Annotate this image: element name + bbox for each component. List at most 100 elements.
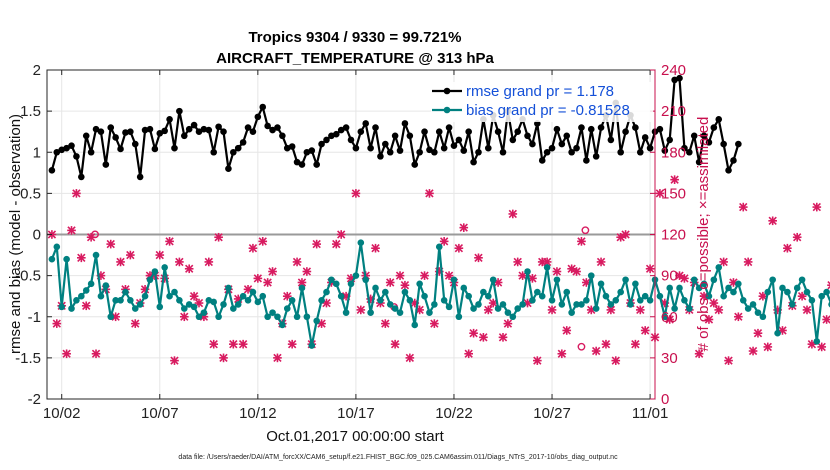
series-point-0 xyxy=(470,158,477,166)
series-point-1 xyxy=(185,301,193,308)
series-point-0 xyxy=(705,139,713,146)
obs-assimilated-marker xyxy=(817,342,827,352)
series-point-1 xyxy=(156,303,164,311)
obs-assimilated-marker xyxy=(425,189,434,198)
obs-assimilated-marker xyxy=(601,339,611,349)
series-point-0 xyxy=(695,158,703,166)
x-tick-label: 11/01 xyxy=(632,405,668,422)
series-point-0 xyxy=(543,148,551,156)
series-point-1 xyxy=(686,305,693,312)
legend-label: rmse grand pr = 1.178 xyxy=(466,83,614,100)
series-point-0 xyxy=(440,144,448,152)
series-point-0 xyxy=(406,132,414,140)
series-point-1 xyxy=(362,276,370,284)
series-point-0 xyxy=(690,132,698,140)
series-point-0 xyxy=(347,136,355,144)
obs-assimilated-marker xyxy=(763,342,773,352)
x-tick-labels: 10/02 10/07 10/12 10/17 10/22 10/27 11/01 xyxy=(43,405,668,422)
series-point-1 xyxy=(141,292,149,300)
series-point-1 xyxy=(529,297,536,304)
series-point-1 xyxy=(58,303,66,311)
obs-assimilated-marker xyxy=(165,237,174,246)
y2-tick-label: 90 xyxy=(661,268,678,285)
obs-assimilated-marker xyxy=(596,257,606,267)
series-point-1 xyxy=(117,297,124,304)
series-point-0 xyxy=(686,148,693,156)
series-point-0 xyxy=(411,161,419,168)
series-point-1 xyxy=(519,301,526,308)
series-point-1 xyxy=(602,292,610,300)
series-point-1 xyxy=(107,313,115,321)
series-point-1 xyxy=(347,280,355,288)
series-point-0 xyxy=(249,128,257,135)
obs-assimilated-marker xyxy=(518,271,527,280)
series-point-1 xyxy=(793,284,801,292)
obs-assimilated-marker xyxy=(356,305,366,315)
series-point-1 xyxy=(720,292,727,300)
series-point-1 xyxy=(612,297,620,304)
obs-assimilated-marker xyxy=(170,356,179,365)
series-point-0 xyxy=(568,148,575,156)
series-point-1 xyxy=(641,292,649,300)
marker-stroke xyxy=(827,285,830,290)
series-point-0 xyxy=(666,136,674,144)
obs-assimilated-marker xyxy=(219,353,228,363)
series-point-0 xyxy=(661,147,669,154)
y2-tick-label: 240 xyxy=(661,62,686,79)
obs-assimilated-marker xyxy=(116,257,125,267)
obs-assimilated-marker xyxy=(469,328,478,338)
series-point-0 xyxy=(200,125,208,133)
series-point-1 xyxy=(254,298,262,306)
series-point-1 xyxy=(239,292,247,300)
series-point-1 xyxy=(504,309,512,316)
series-point-1 xyxy=(705,292,713,300)
obs-assimilated-marker xyxy=(709,298,719,308)
legend-marker xyxy=(443,106,451,114)
series-point-0 xyxy=(553,125,561,133)
series-point-1 xyxy=(215,313,222,321)
series-point-0 xyxy=(720,140,727,148)
series-point-1 xyxy=(127,297,134,304)
series-point-0 xyxy=(700,132,708,140)
series-point-0 xyxy=(180,132,188,140)
series-point-0 xyxy=(156,130,164,137)
series-point-0 xyxy=(107,124,115,131)
obs-assimilated-marker xyxy=(635,305,645,315)
series-point-1 xyxy=(749,301,757,308)
series-point-0 xyxy=(151,145,159,153)
series-point-0 xyxy=(215,123,222,131)
obs-assimilated-marker xyxy=(214,232,223,242)
series-point-0 xyxy=(386,148,394,156)
series-point-0 xyxy=(131,140,139,148)
obs-assimilated-marker xyxy=(748,346,758,356)
series-point-1 xyxy=(82,287,90,294)
series-point-0 xyxy=(176,107,183,115)
obs-assimilated-marker xyxy=(184,264,194,274)
obs-assimilated-marker xyxy=(312,239,321,249)
series-point-1 xyxy=(225,284,232,292)
series-point-0 xyxy=(53,148,61,156)
obs-assimilated-marker xyxy=(189,291,199,301)
series-point-0 xyxy=(225,165,232,172)
series-point-1 xyxy=(391,305,399,312)
series-point-1 xyxy=(632,280,639,288)
series-point-1 xyxy=(450,276,458,284)
series-point-0 xyxy=(730,157,737,164)
series-point-0 xyxy=(578,124,585,131)
chart-title: Tropics 9304 / 9330 = 99.721% xyxy=(248,29,461,46)
series-point-0 xyxy=(592,153,600,160)
series-point-1 xyxy=(465,292,472,300)
series-point-1 xyxy=(318,297,325,304)
series-point-0 xyxy=(48,167,56,174)
y-tick-label: -1 xyxy=(28,309,41,326)
obs-assimilated-marker xyxy=(81,301,91,311)
series-point-1 xyxy=(587,272,595,279)
series-point-1 xyxy=(578,301,585,308)
series-point-0 xyxy=(259,103,267,111)
series-point-0 xyxy=(548,144,556,152)
y2-axis-label: # of obs: o=possible; ×=assimilated xyxy=(695,117,712,352)
series-point-0 xyxy=(710,124,718,131)
series-point-1 xyxy=(313,317,320,325)
obs-assimilated-marker xyxy=(371,243,380,253)
series-point-1 xyxy=(244,297,252,304)
